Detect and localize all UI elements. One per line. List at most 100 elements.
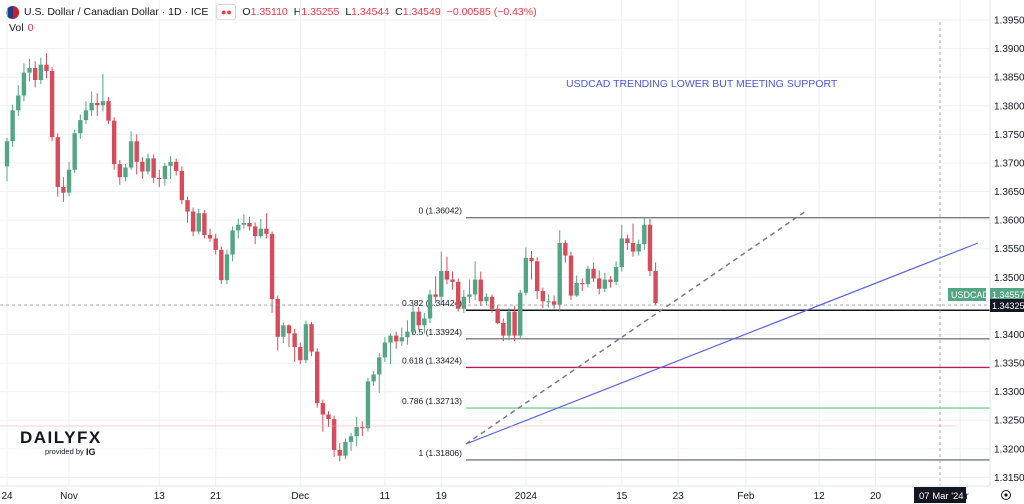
candle-body	[382, 342, 388, 358]
currency-flag-icon	[6, 5, 19, 19]
symbol-title[interactable]: U.S. Dollar / Canadian Dollar · 1D · ICE	[24, 6, 209, 18]
candle	[286, 324, 292, 348]
candle-body	[151, 158, 156, 178]
candle-body	[202, 213, 207, 235]
y-tick-label: 1.31500	[994, 473, 1024, 484]
symbol-header[interactable]: U.S. Dollar / Canadian Dollar · 1D · ICE…	[6, 4, 537, 20]
candle-body	[196, 213, 201, 232]
y-tick-label: 1.34000	[994, 330, 1024, 341]
y-tick-label: 1.39000	[994, 44, 1024, 55]
candle	[320, 399, 326, 432]
candle	[252, 222, 258, 245]
candle	[568, 251, 574, 301]
candle-body	[247, 222, 252, 227]
candle-body	[179, 170, 185, 201]
candle	[484, 293, 489, 305]
visibility-toggle-icon[interactable]: ●●	[216, 4, 237, 20]
candle	[292, 328, 297, 362]
fibonacci-retracement[interactable]: 0 (1.36042)0.382 (1.34424)0.5 (1.33924)0…	[402, 206, 990, 461]
candle-body	[320, 403, 326, 415]
candle-body	[78, 120, 83, 134]
x-tick-label: 12	[814, 491, 826, 502]
candle-body	[61, 186, 66, 193]
candle	[140, 157, 145, 179]
x-tick-label: Nov	[60, 491, 78, 502]
logo-wordmark: DAILYFX	[20, 428, 102, 447]
volume-readout: Vol 0	[9, 22, 33, 34]
candle-body	[252, 226, 258, 237]
candle-body	[72, 133, 77, 170]
candle	[106, 97, 111, 125]
candle	[439, 251, 444, 303]
high-value: 1.35255	[301, 6, 340, 18]
candle	[501, 318, 506, 342]
candle-body	[489, 296, 495, 309]
candle-body	[405, 331, 410, 338]
candle	[10, 104, 15, 147]
time-axis[interactable]: 24Nov1321Dec111920241523Feb1220Mar	[1, 491, 969, 502]
candle	[315, 348, 320, 408]
candle	[298, 342, 303, 365]
candle	[472, 261, 478, 301]
y-tick-label: 1.32000	[994, 444, 1024, 455]
candle-body	[264, 228, 269, 234]
logo-ig: IG	[86, 447, 96, 457]
candle-body	[303, 324, 309, 361]
candle-body	[642, 224, 647, 245]
support-trendline[interactable]	[465, 242, 979, 445]
crosshair-price-badge: 1.34325	[990, 299, 1024, 312]
candle-body	[162, 165, 168, 179]
candle	[489, 294, 495, 313]
candle-body	[157, 177, 162, 179]
price-axis[interactable]: 1.31500 1.32000 1.32500 1.33000 1.33500 1.340…	[994, 16, 1024, 484]
candle	[111, 117, 117, 170]
candle-body	[625, 238, 630, 243]
candle	[456, 278, 461, 312]
candle-body	[433, 294, 438, 297]
candle	[563, 240, 568, 263]
candle	[224, 249, 230, 285]
candle	[21, 63, 27, 102]
last-price-badge: USDCAD 1.34557	[948, 288, 1024, 301]
candle	[388, 333, 393, 365]
y-tick-label: 1.38500	[994, 73, 1024, 84]
candle-body	[66, 169, 72, 193]
candle-body	[518, 292, 523, 336]
candle-body	[484, 296, 489, 302]
candle	[557, 230, 562, 312]
fib-level-label: 0.5 (1.33924)	[411, 327, 462, 337]
candle	[78, 114, 83, 139]
x-tick-label: 11	[380, 491, 391, 502]
candle	[162, 162, 168, 186]
candle	[416, 307, 421, 330]
candle	[190, 207, 196, 237]
candle-body	[450, 279, 455, 282]
candle	[258, 218, 263, 239]
candle-body	[140, 161, 145, 172]
candle-body	[298, 347, 303, 361]
chart-annotation: USDCAD TRENDING LOWER BUT MEETING SUPPOR…	[566, 78, 838, 90]
candle-body	[95, 102, 100, 106]
candle	[653, 262, 658, 305]
candle-body	[44, 64, 49, 71]
fib-anchor-line[interactable]	[465, 210, 807, 445]
y-tick-label: 1.37500	[994, 130, 1024, 141]
candle	[343, 438, 348, 460]
candle	[89, 91, 94, 117]
candle	[630, 223, 636, 257]
candle	[382, 337, 388, 362]
trend-lines[interactable]	[465, 210, 979, 445]
candle-body	[613, 267, 619, 282]
crosshair	[0, 22, 990, 486]
candle	[613, 261, 619, 286]
low-value: 1.34544	[351, 6, 390, 18]
settings-icon[interactable]	[1001, 490, 1011, 500]
candle	[303, 320, 309, 364]
candle	[61, 177, 66, 202]
candle	[591, 262, 596, 282]
candle-body	[213, 238, 218, 250]
candle	[95, 93, 100, 117]
candle	[72, 129, 77, 174]
candle	[49, 66, 55, 142]
